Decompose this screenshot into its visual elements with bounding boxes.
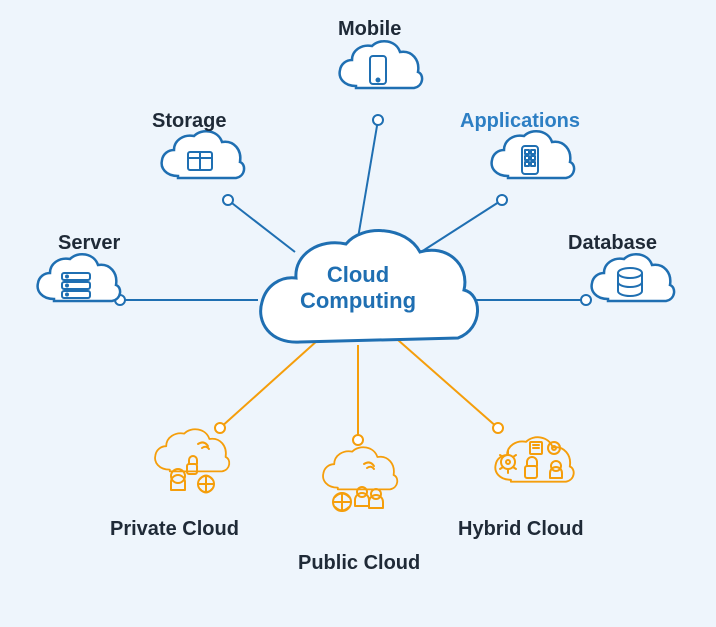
node-public: [323, 447, 397, 511]
node-mobile: [340, 41, 422, 88]
label-hybrid: Hybrid Cloud: [458, 518, 584, 541]
node-apps: [492, 131, 574, 178]
center-title-line1: Cloud: [327, 262, 389, 287]
node-server: [38, 254, 120, 301]
label-mobile: Mobile: [338, 18, 401, 41]
node-storage: [162, 131, 244, 178]
label-database: Database: [568, 232, 657, 255]
label-public: Public Cloud: [298, 552, 420, 575]
center-title-line2: Computing: [300, 288, 416, 313]
node-private: [155, 429, 229, 492]
label-server: Server: [58, 232, 120, 255]
label-apps: Applications: [460, 110, 580, 133]
label-storage: Storage: [152, 110, 226, 133]
label-private: Private Cloud: [110, 518, 239, 541]
node-database: [592, 254, 674, 301]
node-hybrid: [495, 437, 573, 481]
center-title: Cloud Computing: [278, 262, 438, 314]
diagram-stage: Cloud Computing Mobile Storage Application…: [0, 0, 716, 627]
